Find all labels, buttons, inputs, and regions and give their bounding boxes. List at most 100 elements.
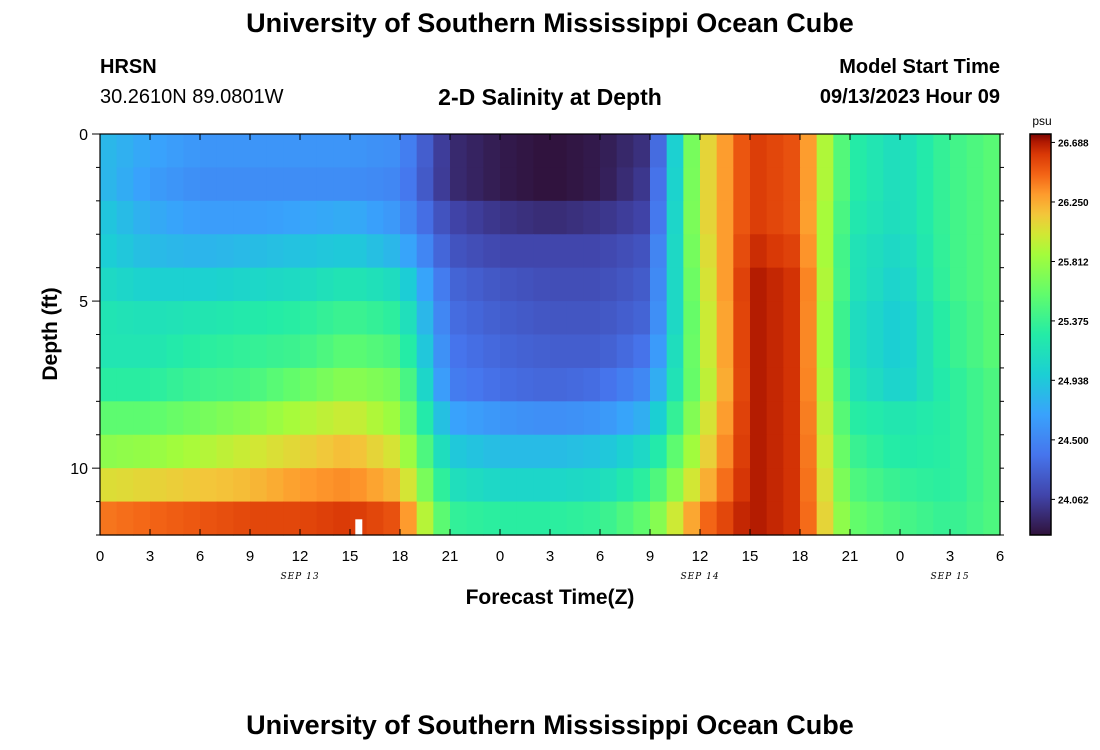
heatmap-cell — [866, 367, 884, 402]
heatmap-cell — [583, 501, 601, 536]
heatmap-cell — [833, 468, 851, 503]
heatmap-cell — [783, 301, 801, 336]
heatmap-cell — [883, 367, 901, 402]
heatmap-cell — [316, 200, 334, 235]
heatmap-cell — [633, 134, 651, 169]
heatmap-cell — [250, 401, 268, 436]
heatmap-cell — [883, 434, 901, 469]
x-tick-label: 3 — [546, 548, 554, 565]
heatmap-cell — [783, 234, 801, 269]
colorbar-unit: psu — [1032, 114, 1051, 128]
heatmap-cell — [783, 501, 801, 536]
heatmap-cell — [166, 200, 184, 235]
heatmap-cell — [650, 434, 668, 469]
heatmap-cell — [600, 468, 618, 503]
heatmap-cell — [916, 367, 934, 402]
heatmap-cell — [900, 367, 918, 402]
heatmap-cell — [200, 334, 218, 369]
heatmap-cell — [516, 234, 534, 269]
heatmap-cell — [916, 468, 934, 503]
heatmap-cell — [616, 301, 634, 336]
heatmap-cell — [666, 301, 684, 336]
heatmap-cell — [716, 367, 734, 402]
heatmap-cell — [883, 167, 901, 202]
heatmap-cell — [566, 501, 584, 536]
heatmap-cell — [866, 134, 884, 169]
heatmap-cell — [200, 501, 218, 536]
heatmap-cell — [800, 167, 818, 202]
heatmap-cell — [416, 367, 434, 402]
heatmap-cell — [450, 267, 468, 302]
heatmap-cell — [350, 367, 368, 402]
heatmap-cell — [100, 134, 118, 169]
heatmap-cell — [216, 501, 234, 536]
heatmap-cell — [500, 134, 518, 169]
heatmap-cell — [966, 167, 984, 202]
heatmap-cell — [516, 134, 534, 169]
heatmap-cell — [333, 234, 351, 269]
heatmap-cell — [633, 234, 651, 269]
heatmap-cell — [250, 134, 268, 169]
colorbar-label: 24.500 — [1058, 436, 1089, 447]
heatmap-cell — [583, 301, 601, 336]
heatmap-cell — [116, 434, 134, 469]
heatmap-cell — [366, 267, 384, 302]
heatmap-cell — [583, 401, 601, 436]
heatmap-cell — [900, 267, 918, 302]
heatmap-cell — [566, 200, 584, 235]
heatmap-cell — [700, 167, 718, 202]
y-axis-label: Depth (ft) — [39, 287, 62, 380]
heatmap-cell — [716, 401, 734, 436]
heatmap-cell — [816, 134, 834, 169]
heatmap-cell — [216, 434, 234, 469]
heatmap-cell — [766, 234, 784, 269]
heatmap-cell — [100, 301, 118, 336]
heatmap-cell — [900, 468, 918, 503]
heatmap-cell — [516, 501, 534, 536]
heatmap-cell — [966, 200, 984, 235]
heatmap-cell — [333, 200, 351, 235]
heatmap-cell — [733, 334, 751, 369]
heatmap-cell — [116, 200, 134, 235]
heatmap-cell — [850, 200, 868, 235]
heatmap-cell — [650, 301, 668, 336]
heatmap-cell — [916, 267, 934, 302]
heatmap-cell — [433, 434, 451, 469]
heatmap-cell — [466, 167, 484, 202]
heatmap-cell — [616, 434, 634, 469]
colorbar-label: 26.688 — [1058, 138, 1089, 149]
heatmap-cell — [850, 367, 868, 402]
heatmap-cell — [533, 367, 551, 402]
heatmap-cell — [466, 468, 484, 503]
heatmap-cell — [900, 334, 918, 369]
heatmap-cell — [483, 134, 501, 169]
heatmap-cell — [400, 434, 418, 469]
heatmap-cell — [700, 501, 718, 536]
heatmap-cell — [766, 334, 784, 369]
heatmap-cell — [900, 301, 918, 336]
heatmap-cell — [250, 434, 268, 469]
heatmap-cell — [833, 367, 851, 402]
heatmap-cell — [866, 501, 884, 536]
heatmap-cell — [950, 401, 968, 436]
heatmap-cell — [500, 167, 518, 202]
heatmap-cell — [700, 234, 718, 269]
heatmap-cell — [550, 200, 568, 235]
heatmap-cell — [866, 334, 884, 369]
heatmap-cell — [883, 468, 901, 503]
heatmap-cell — [466, 134, 484, 169]
heatmap-cell — [200, 234, 218, 269]
heatmap-cell — [450, 301, 468, 336]
heatmap-cell — [116, 234, 134, 269]
heatmap-cell — [450, 468, 468, 503]
heatmap-cell — [866, 234, 884, 269]
heatmap-cell — [283, 334, 301, 369]
heatmap-cell — [766, 501, 784, 536]
heatmap-cell — [533, 334, 551, 369]
heatmap-cell — [366, 468, 384, 503]
heatmap-cell — [216, 334, 234, 369]
heatmap-cell — [983, 367, 1001, 402]
heatmap-cell — [216, 200, 234, 235]
heatmap-cell — [600, 167, 618, 202]
heatmap-cell — [900, 200, 918, 235]
